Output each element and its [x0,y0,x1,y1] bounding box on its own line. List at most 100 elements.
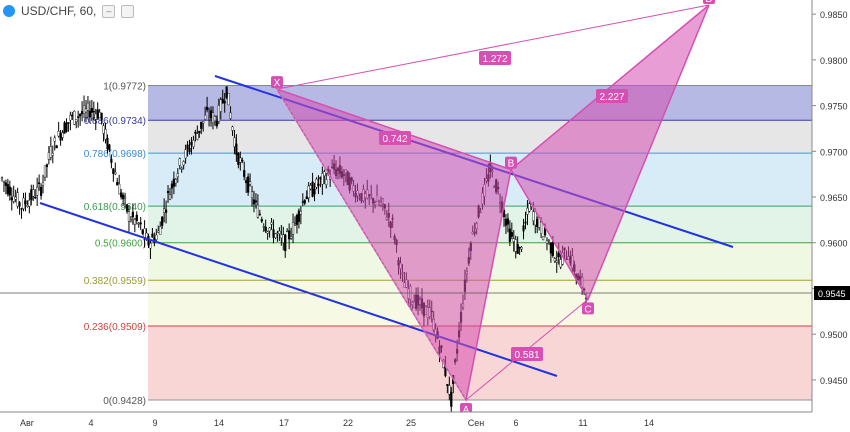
price-candle-body [291,222,295,235]
price-candle-body [549,242,552,254]
price-candle-body [313,189,316,195]
price-candle-body [151,233,154,238]
price-candle-body [127,211,131,222]
price-candle-body [20,208,23,210]
price-candle-body [547,239,551,242]
price-candle-body [79,114,82,117]
price-candle-body [207,117,211,120]
price-candle-body [30,189,33,201]
price-candle-body [219,99,222,112]
price-candle-body [110,158,113,163]
price-candle-body [39,186,43,196]
fib-label: 0.618(0.9640) [84,202,146,213]
price-candle-body [159,226,162,235]
pattern-point-d[interactable]: D [703,0,715,5]
y-tick-label: 0.9650 [820,193,848,203]
point-label: B [508,159,515,170]
price-candle-body [258,213,261,215]
price-candle-body [32,189,35,197]
price-candle-body [262,226,265,228]
price-candle-body [112,168,115,174]
price-candle-body [129,219,133,222]
price-candle-body [86,102,90,111]
price-candle-body [237,153,240,165]
price-candle-body [545,240,549,244]
price-candle-body [553,258,556,262]
y-tick-label: 0.9750 [820,102,848,112]
price-candle-body [196,133,199,140]
price-candle-body [24,200,27,205]
price-candle-body [305,196,308,200]
price-candle-body [186,144,189,149]
price-candle-body [12,195,15,202]
price-candle-body [524,221,527,224]
price-candle-body [276,232,279,234]
price-candle-body [204,114,207,120]
price-candle-body [522,225,525,232]
price-candle-body [155,234,158,240]
price-candle-body [284,234,287,252]
price-candle-body [61,132,64,138]
price-candle-body [161,216,164,226]
price-candle-body [149,243,152,249]
price-candle-body [514,239,517,252]
price-candle-body [22,197,25,209]
price-candle-body [209,110,213,119]
price-candle-body [8,186,11,196]
point-badge-bg [703,0,715,4]
price-candle-body [272,229,275,238]
price-candle-body [147,236,150,246]
price-candle-body [96,109,99,119]
price-candle-body [137,223,140,225]
price-candle-body [164,209,168,213]
fib-label: 1(0.9772) [103,81,146,92]
price-candle-body [92,111,95,113]
price-candle-body [321,173,324,185]
minus-icon[interactable]: – [102,4,116,18]
price-candle-body [118,183,121,195]
ratio-badge: 0.742 [379,131,411,145]
x-tick-label: Сен [468,418,485,428]
price-candle-body [555,260,558,263]
price-candle-body [307,185,310,199]
x-tick-label: 6 [513,418,518,428]
pattern-point-x[interactable]: X [271,76,283,89]
price-candle-body [241,159,244,162]
ratio-line-xd [276,4,710,90]
price-candle-body [157,230,160,233]
ratio-badge-bg [596,89,628,103]
pattern-point-b[interactable]: B [505,156,517,170]
price-candle-body [520,247,523,250]
price-candle-body [551,242,554,256]
price-candle-body [98,112,101,119]
price-candle-body [163,208,166,213]
point-label: C [584,304,591,315]
price-candle-body [184,149,187,159]
ratio-line-xb [276,88,512,171]
pattern-point-c[interactable]: C [582,302,594,315]
price-candle-body [176,173,179,178]
price-candle-body [532,211,535,221]
price-candle-body [541,236,545,241]
price-candle-body [229,112,232,119]
fib-label: 0.886(0.9734) [84,116,146,127]
price-candle-body [293,223,297,226]
price-candle-body [239,157,242,163]
price-candle-body [225,86,228,98]
symbol-circle-icon[interactable] [3,5,15,17]
price-candle-body [82,105,86,114]
y-tick-label: 0.9500 [820,330,848,340]
y-tick-label: 0.9450 [820,376,848,386]
price-candle-body [250,191,254,198]
ratio-label: 0.742 [382,134,407,145]
price-candle-body [125,204,129,212]
ratio-badge: 0.581 [511,347,543,361]
price-candle-body [534,211,537,226]
fib-zone [148,120,812,154]
square-icon[interactable] [121,4,135,18]
price-candle-body [2,181,6,183]
price-candle-body [213,116,217,122]
price-candle-body [135,214,138,222]
price-candle-body [100,112,103,121]
fib-label: 0.5(0.9600) [95,239,146,250]
